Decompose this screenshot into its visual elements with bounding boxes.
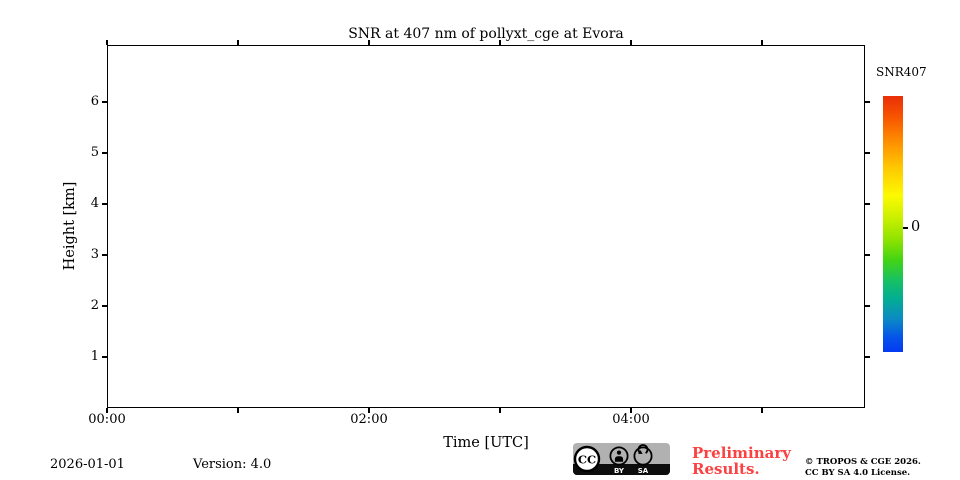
- colorbar: [883, 96, 903, 352]
- x-axis-tick: [761, 408, 763, 413]
- x-axis-top-tick: [368, 40, 370, 45]
- preliminary-line2: Results.: [692, 459, 760, 478]
- cc-logo-text: CC: [578, 453, 596, 467]
- y-tick-label: 3: [90, 247, 99, 262]
- y-tick-label: 1: [90, 349, 99, 364]
- preliminary-results-notice: Preliminary Results.: [692, 444, 791, 478]
- y-tick-label: 5: [90, 145, 99, 160]
- y-tick-label: 6: [90, 94, 99, 109]
- y-axis-right-tick: [865, 254, 870, 256]
- cc-logo-icon: [573, 445, 601, 473]
- cc-by-sa-badge: CC BY SA: [573, 443, 670, 475]
- x-axis-top-tick: [106, 40, 108, 45]
- x-tick-label: 00:00: [88, 412, 126, 427]
- y-axis-right-tick: [865, 305, 870, 307]
- preliminary-line1: Preliminary: [692, 444, 791, 462]
- colorbar-label: SNR407: [876, 65, 927, 79]
- version-label: Version: 4.0: [193, 457, 272, 472]
- x-tick-label: 02:00: [350, 412, 388, 427]
- y-tick-label: 2: [90, 298, 99, 313]
- y-axis-label: Height [km]: [62, 181, 78, 271]
- sa-label: SA: [638, 467, 649, 475]
- x-axis-tick: [237, 408, 239, 413]
- y-tick-label: 4: [90, 196, 99, 211]
- by-person-icon: [609, 446, 629, 466]
- y-axis-tick: [102, 254, 107, 256]
- y-axis-tick: [102, 203, 107, 205]
- y-axis-tick: [102, 305, 107, 307]
- y-axis-tick: [102, 101, 107, 103]
- x-axis-top-tick: [499, 40, 501, 45]
- colorbar-tick-label: 0: [911, 219, 921, 236]
- x-axis-tick: [499, 408, 501, 413]
- chart-title: SNR at 407 nm of pollyxt_cge at Evora: [348, 26, 624, 42]
- plot-area: [107, 45, 865, 408]
- x-axis-top-tick: [630, 40, 632, 45]
- copyright-line2: CC BY SA 4.0 License.: [805, 467, 911, 478]
- colorbar-tick: [903, 227, 908, 229]
- y-axis-right-tick: [865, 356, 870, 358]
- copyright-line1: © TROPOS & CGE 2026.: [805, 457, 921, 467]
- cc-by-sa-badge-graphic: CC BY SA: [573, 443, 670, 475]
- sa-arrow-icon: [633, 446, 653, 466]
- y-axis-right-tick: [865, 203, 870, 205]
- y-axis-right-tick: [865, 101, 870, 103]
- x-axis-label: Time [UTC]: [443, 435, 529, 451]
- x-axis-top-tick: [761, 40, 763, 45]
- x-axis-tick: [106, 408, 108, 413]
- x-axis-top-tick: [237, 40, 239, 45]
- measurement-date: 2026-01-01: [50, 457, 125, 472]
- y-axis-tick: [102, 152, 107, 154]
- y-axis-tick: [102, 356, 107, 358]
- x-axis-tick: [368, 408, 370, 413]
- x-tick-label: 04:00: [612, 412, 650, 427]
- copyright-notice: © TROPOS & CGE 2026. CC BY SA 4.0 Licens…: [805, 457, 921, 478]
- y-axis-right-tick: [865, 152, 870, 154]
- x-axis-tick: [630, 408, 632, 413]
- by-label: BY: [614, 467, 625, 475]
